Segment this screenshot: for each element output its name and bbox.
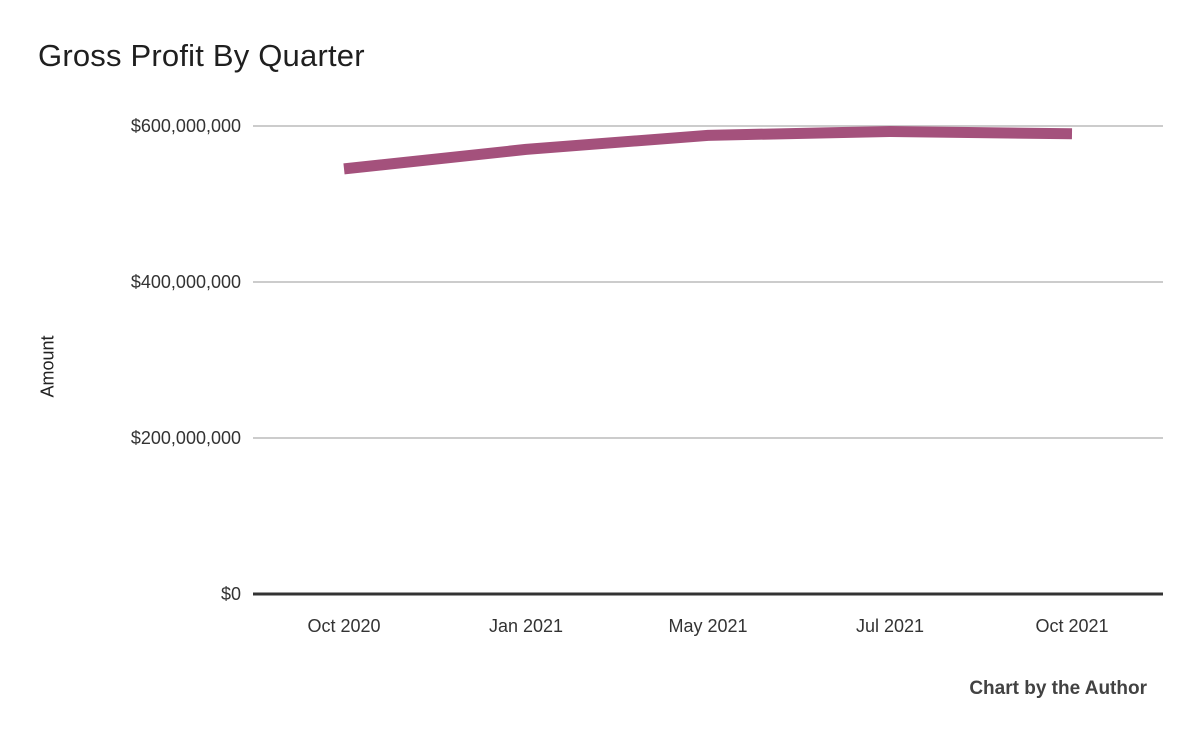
data-line-gross-profit xyxy=(343,125,1073,175)
x-tick-label: Jul 2021 xyxy=(856,616,924,636)
y-tick-label: $400,000,000 xyxy=(131,272,241,292)
y-tick-label: $600,000,000 xyxy=(131,116,241,136)
chart-credit: Chart by the Author xyxy=(969,678,1147,699)
x-tick-label: May 2021 xyxy=(668,616,747,636)
x-tick-label: Oct 2021 xyxy=(1035,616,1108,636)
y-tick-label: $0 xyxy=(221,584,241,604)
y-tick-label: $200,000,000 xyxy=(131,428,241,448)
x-tick-label: Oct 2020 xyxy=(307,616,380,636)
chart-title: Gross Profit By Quarter xyxy=(38,38,365,73)
x-tick-label: Jan 2021 xyxy=(489,616,563,636)
